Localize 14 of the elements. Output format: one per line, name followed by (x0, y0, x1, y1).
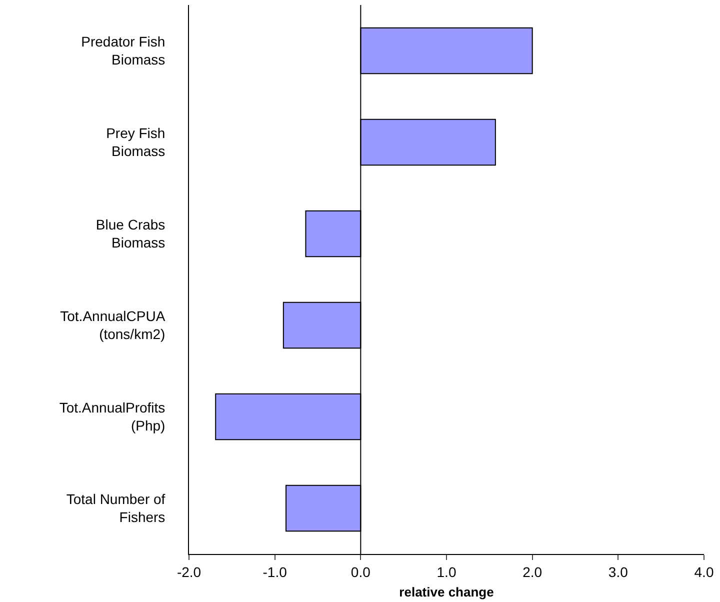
y-tick-label: Tot.AnnualCPUA (tons/km2) (60, 308, 166, 342)
x-tick-label: -2.0 (176, 564, 202, 580)
y-tick-label: Predator Fish Biomass (81, 34, 166, 68)
y-tick-label: Blue Crabs Biomass (96, 216, 166, 251)
y-tick-label: Total Number of Fishers (66, 491, 166, 526)
y-tick-label: Tot.AnnualProfits (Php) (59, 400, 166, 434)
x-tick-label: 4.0 (694, 564, 714, 580)
x-tick-label: 0.0 (350, 564, 371, 580)
x-tick-label: 3.0 (608, 564, 628, 580)
x-tick-label: 2.0 (522, 564, 542, 580)
y-tick-label: Prey Fish Biomass (106, 125, 166, 160)
x-axis-title: relative change (399, 584, 494, 600)
x-tick-label: 1.0 (436, 564, 456, 580)
x-tick-label: -1.0 (262, 564, 288, 580)
